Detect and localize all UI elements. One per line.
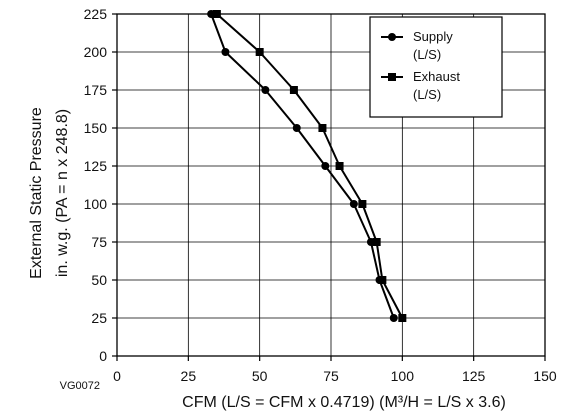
data-point-exhaust xyxy=(358,200,367,208)
y-tick-label: 0 xyxy=(99,348,107,364)
legend-entry-supply: Supply (L/S) xyxy=(381,29,453,62)
y-tick-label: 100 xyxy=(84,196,108,212)
y-axis-label-line-2: in. w.g. (PA = n x 248.8) xyxy=(54,109,71,277)
y-tick-label: 225 xyxy=(84,6,108,22)
tick-marks xyxy=(112,13,546,361)
data-point-exhaust xyxy=(289,86,298,94)
data-point-exhaust xyxy=(372,238,381,246)
x-tick-label: 25 xyxy=(181,368,197,384)
x-tick-label: 150 xyxy=(533,368,557,384)
legend-unit-supply: (L/S) xyxy=(413,47,441,62)
y-tick-label: 75 xyxy=(91,234,107,250)
y-tick-label: 175 xyxy=(84,82,108,98)
legend-label-supply: Supply xyxy=(413,29,453,44)
data-point-supply xyxy=(221,48,230,56)
data-point-supply xyxy=(349,200,358,208)
y-axis-label-line-1: External Static Pressure xyxy=(28,107,45,279)
data-point-supply xyxy=(261,86,270,94)
y-tick-label: 125 xyxy=(84,158,108,174)
legend-entry-exhaust: Exhaust (L/S) xyxy=(381,69,460,102)
legend: Supply (L/S) Exhaust (L/S) xyxy=(369,16,503,118)
series-exhaust xyxy=(212,10,407,322)
legend-label-exhaust: Exhaust xyxy=(413,69,460,84)
y-tick-label: 25 xyxy=(91,310,107,326)
x-tick-label: 100 xyxy=(391,368,415,384)
figure-id: VG0072 xyxy=(60,380,100,392)
x-tick-label: 75 xyxy=(323,368,339,384)
data-point-supply xyxy=(321,162,330,170)
y-tick-label: 150 xyxy=(84,120,108,136)
x-tick-label: 50 xyxy=(252,368,268,384)
data-point-exhaust xyxy=(212,10,221,18)
x-axis-label: CFM (L/S = CFM x 0.4719) (M³/H = L/S x 3… xyxy=(182,394,506,411)
data-point-supply xyxy=(389,314,398,322)
legend-unit-exhaust: (L/S) xyxy=(413,87,441,102)
data-point-exhaust xyxy=(255,48,264,56)
data-point-exhaust xyxy=(378,276,387,284)
legend-marker-supply xyxy=(388,33,396,41)
data-point-exhaust xyxy=(335,162,344,170)
data-point-exhaust xyxy=(318,124,327,132)
y-tick-label: 50 xyxy=(91,272,107,288)
x-tick-label: 0 xyxy=(113,368,121,384)
legend-marker-exhaust xyxy=(388,73,396,81)
x-tick-labels: 0 25 50 75 100 125 150 xyxy=(113,368,557,384)
series-layer xyxy=(207,10,407,322)
data-point-exhaust xyxy=(398,314,407,322)
y-tick-labels: 0 25 50 75 100 125 150 175 200 225 xyxy=(84,6,108,364)
x-tick-label: 125 xyxy=(462,368,486,384)
y-tick-label: 200 xyxy=(84,44,108,60)
data-point-supply xyxy=(292,124,301,132)
